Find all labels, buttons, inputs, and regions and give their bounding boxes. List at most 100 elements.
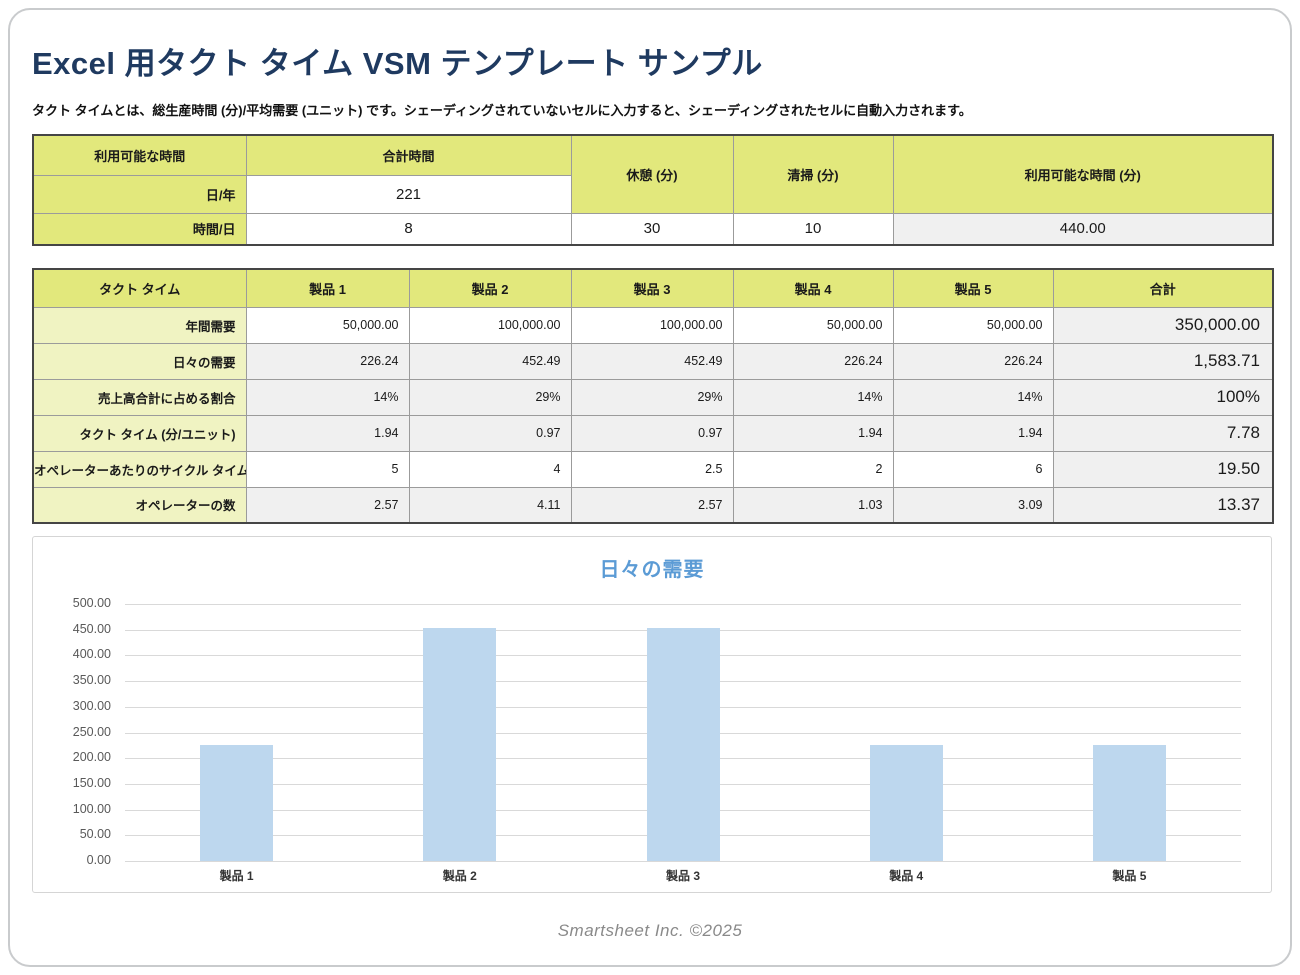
bar (646, 628, 720, 861)
product-4-header: 製品 4 (732, 268, 894, 308)
y-axis-tick-label: 400.00 (72, 647, 111, 662)
computed-cell: 452.49 (570, 342, 734, 380)
computed-cell: 14% (892, 378, 1054, 416)
x-axis-category-label: 製品 5 (1112, 869, 1147, 883)
y-axis-tick-label: 250.00 (72, 724, 111, 739)
total-cell: 13.37 (1052, 486, 1274, 524)
computed-cell: 1.03 (732, 486, 894, 524)
input-cell[interactable]: 2.5 (570, 450, 734, 488)
days-per-year-label: 日/年 (32, 174, 247, 214)
product-1-header: 製品 1 (245, 268, 410, 308)
input-cell[interactable]: 50,000.00 (732, 306, 894, 344)
input-cell[interactable]: 50,000.00 (892, 306, 1054, 344)
x-axis-category-label: 製品 3 (666, 869, 701, 883)
takt-table-body: 年間需要 50,000.00 100,000.00 100,000.00 50,000.… (32, 306, 1274, 524)
computed-cell: 0.97 (408, 414, 572, 452)
y-axis-tick-label: 200.00 (72, 750, 111, 765)
computed-cell: 29% (570, 378, 734, 416)
input-cell[interactable]: 6 (892, 450, 1054, 488)
product-5-header: 製品 5 (892, 268, 1054, 308)
computed-cell: 452.49 (408, 342, 572, 380)
x-axis-category-label: 製品 4 (889, 869, 924, 883)
row-label: オペレーターあたりのサイクル タイム (32, 450, 247, 488)
computed-cell: 29% (408, 378, 572, 416)
computed-cell: 226.24 (732, 342, 894, 380)
total-cell: 7.78 (1052, 414, 1274, 452)
break-minutes-header: 休憩 (分) (570, 134, 734, 214)
computed-cell: 14% (732, 378, 894, 416)
x-axis-category-label: 製品 1 (219, 869, 254, 883)
template-card: Excel 用タクト タイム VSM テンプレート サンプル タクト タイムとは… (8, 8, 1292, 967)
table-row: オペレーターの数 2.57 4.11 2.57 1.03 3.09 13.37 (32, 486, 1274, 524)
hours-per-day-input-cell[interactable]: 8 (245, 212, 572, 246)
total-cell: 350,000.00 (1052, 306, 1274, 344)
computed-cell: 2.57 (245, 486, 410, 524)
bar-slot (795, 604, 1018, 861)
table-row: オペレーターあたりのサイクル タイム 5 4 2.5 2 6 19.50 (32, 450, 1274, 488)
input-cell[interactable]: 4 (408, 450, 572, 488)
gridline (125, 861, 1241, 862)
bar (869, 744, 943, 861)
chart-title: 日々の需要 (599, 559, 705, 581)
y-axis-tick-label: 300.00 (72, 698, 111, 713)
x-axis-category-label: 製品 2 (442, 869, 477, 883)
computed-cell: 3.09 (892, 486, 1054, 524)
bar (1092, 744, 1166, 861)
table-row: 日/年 221 (32, 174, 1273, 214)
total-cell: 1,583.71 (1052, 342, 1274, 380)
input-cell[interactable]: 100,000.00 (570, 306, 734, 344)
cleaning-minutes-header: 清掃 (分) (732, 134, 894, 214)
computed-cell: 1.94 (732, 414, 894, 452)
row-label: オペレーターの数 (32, 486, 247, 524)
total-time-header: 合計時間 (245, 134, 572, 176)
break-minutes-input-cell[interactable]: 30 (570, 212, 734, 246)
chart-xlabels: 製品 1 製品 2 製品 3 製品 4 製品 5 (125, 867, 1241, 884)
table-header-row: タクト タイム 製品 1 製品 2 製品 3 製品 4 製品 5 合計 (32, 268, 1274, 308)
page-subtitle: タクト タイムとは、総生産時間 (分)/平均需要 (ユニット) です。シェーディ… (32, 103, 972, 118)
table-row: 日々の需要 226.24 452.49 452.49 226.24 226.24 1,583… (32, 342, 1274, 380)
availability-corner-header: 利用可能な時間 (32, 134, 247, 176)
chart-grid (125, 604, 1241, 862)
computed-cell: 4.11 (408, 486, 572, 524)
input-cell[interactable]: 2 (732, 450, 894, 488)
table-row: 利用可能な時間 合計時間 休憩 (分) 清掃 (分) 利用可能な時間 (分) (32, 134, 1274, 214)
input-cell[interactable]: 50,000.00 (245, 306, 410, 344)
availability-table: 利用可能な時間 合計時間 休憩 (分) 清掃 (分) 利用可能な時間 (分) 日… (32, 134, 1274, 246)
y-axis-tick-label: 450.00 (72, 621, 111, 636)
computed-cell: 0.97 (570, 414, 734, 452)
table-row: 売上高合計に占める割合 14% 29% 29% 14% 14% 100% (32, 378, 1274, 416)
page-footer: Smartsheet Inc. ©2025 (557, 921, 743, 940)
total-cell: 19.50 (1052, 450, 1274, 488)
bar-slot (348, 604, 571, 861)
bar (200, 744, 274, 861)
row-label: 売上高合計に占める割合 (32, 378, 247, 416)
table-row: タクト タイム (分/ユニット) 1.94 0.97 0.97 1.94 1.94 7.78 (32, 414, 1274, 452)
page-title: Excel 用タクト タイム VSM テンプレート サンプル (32, 46, 763, 81)
y-axis-tick-label: 150.00 (72, 775, 111, 790)
row-label: タクト タイム (分/ユニット) (32, 414, 247, 452)
computed-cell: 2.57 (570, 486, 734, 524)
daily-demand-chart: 日々の需要 0.00 50.00 100.00 150.00 200.00 250.00 3… (32, 536, 1272, 893)
bar-slot (1018, 604, 1241, 861)
computed-cell: 226.24 (892, 342, 1054, 380)
y-axis-tick-label: 100.00 (72, 801, 111, 816)
bar-slot (125, 604, 348, 861)
days-per-year-input-cell[interactable]: 221 (245, 174, 572, 214)
computed-cell: 1.94 (245, 414, 410, 452)
row-label: 年間需要 (32, 306, 247, 344)
y-axis-tick-label: 50.00 (79, 827, 111, 842)
computed-cell: 14% (245, 378, 410, 416)
bar-slot (571, 604, 794, 861)
y-axis-tick-label: 350.00 (72, 673, 111, 688)
bar (423, 628, 497, 861)
cleaning-minutes-input-cell[interactable]: 10 (732, 212, 894, 246)
takt-time-table: タクト タイム 製品 1 製品 2 製品 3 製品 4 製品 5 合計 年間需要… (32, 268, 1274, 524)
row-label: 日々の需要 (32, 342, 247, 380)
y-axis-tick-label: 0.00 (86, 853, 111, 867)
hours-per-day-label: 時間/日 (32, 212, 247, 246)
input-cell[interactable]: 100,000.00 (408, 306, 572, 344)
product-2-header: 製品 2 (408, 268, 572, 308)
y-axis-tick-label: 500.00 (72, 596, 111, 610)
available-minutes-computed-cell: 440.00 (892, 212, 1274, 246)
input-cell[interactable]: 5 (245, 450, 410, 488)
